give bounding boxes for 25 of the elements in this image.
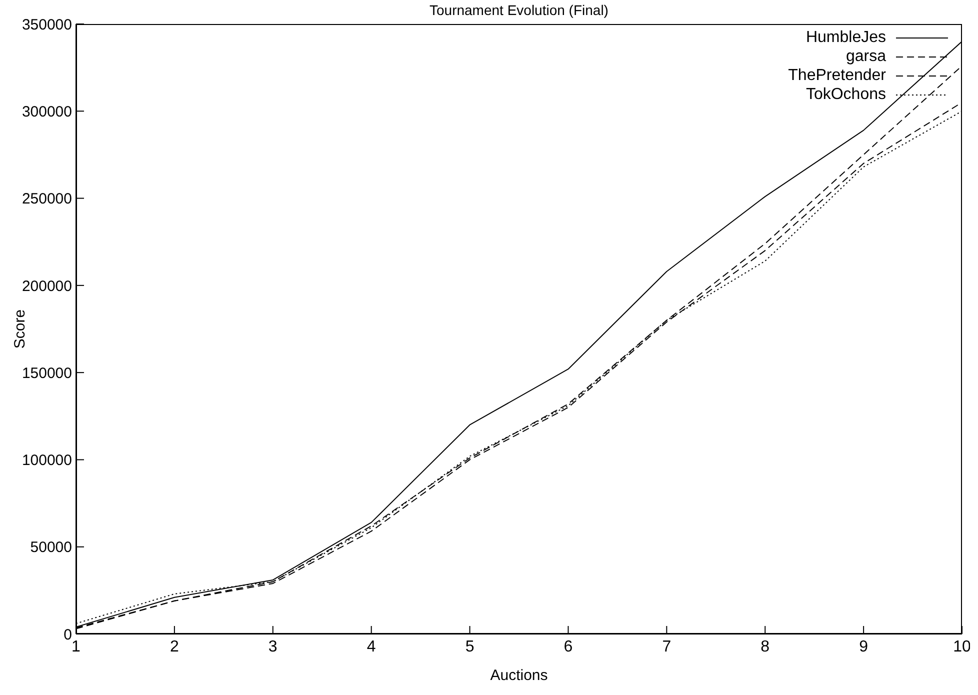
y-tick-label: 200000	[22, 278, 72, 295]
chart-title: Tournament Evolution (Final)	[428, 2, 610, 18]
x-tick-label: 8	[760, 638, 770, 656]
x-tick-label: 1	[72, 638, 81, 656]
x-tick-label: 7	[662, 638, 672, 656]
y-tick-label: 100000	[22, 452, 72, 470]
y-axis-title: Score	[12, 309, 28, 349]
legend-label: HumbleJes	[806, 28, 886, 47]
x-tick-label: 10	[953, 638, 971, 656]
y-tick-label: 0	[64, 626, 72, 644]
x-tick-label: 3	[268, 638, 278, 656]
legend-label: garsa	[846, 47, 886, 66]
y-tick-label: 350000	[22, 16, 72, 34]
legend-label: TokOchons	[806, 85, 886, 104]
y-tick-label: 250000	[22, 190, 72, 208]
x-axis-title: Auctions	[490, 667, 548, 684]
y-tick-label: 300000	[22, 103, 72, 120]
y-tick-label: 150000	[22, 364, 72, 382]
y-tick-label: 50000	[30, 539, 72, 556]
x-tick-label: 5	[465, 638, 474, 656]
x-tick-label: 4	[366, 638, 376, 656]
legend-label: ThePretender	[788, 66, 886, 85]
x-tick-label: 9	[859, 638, 868, 656]
x-tick-label: 2	[170, 638, 179, 656]
x-tick-label: 6	[564, 638, 573, 656]
